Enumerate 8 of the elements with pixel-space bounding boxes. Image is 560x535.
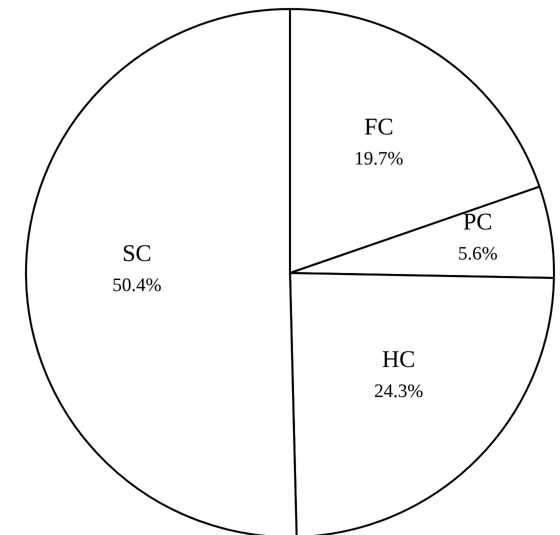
slice-label: FC	[364, 114, 394, 140]
data-label: 19.7%	[354, 148, 404, 170]
data-label: 50.4%	[112, 274, 162, 296]
slice-label: HC	[382, 346, 416, 373]
data-label: 5.6%	[458, 243, 498, 264]
data-label: 24.3%	[374, 380, 424, 402]
slice-label: SC	[122, 240, 152, 267]
slice-label: PC	[463, 209, 492, 236]
